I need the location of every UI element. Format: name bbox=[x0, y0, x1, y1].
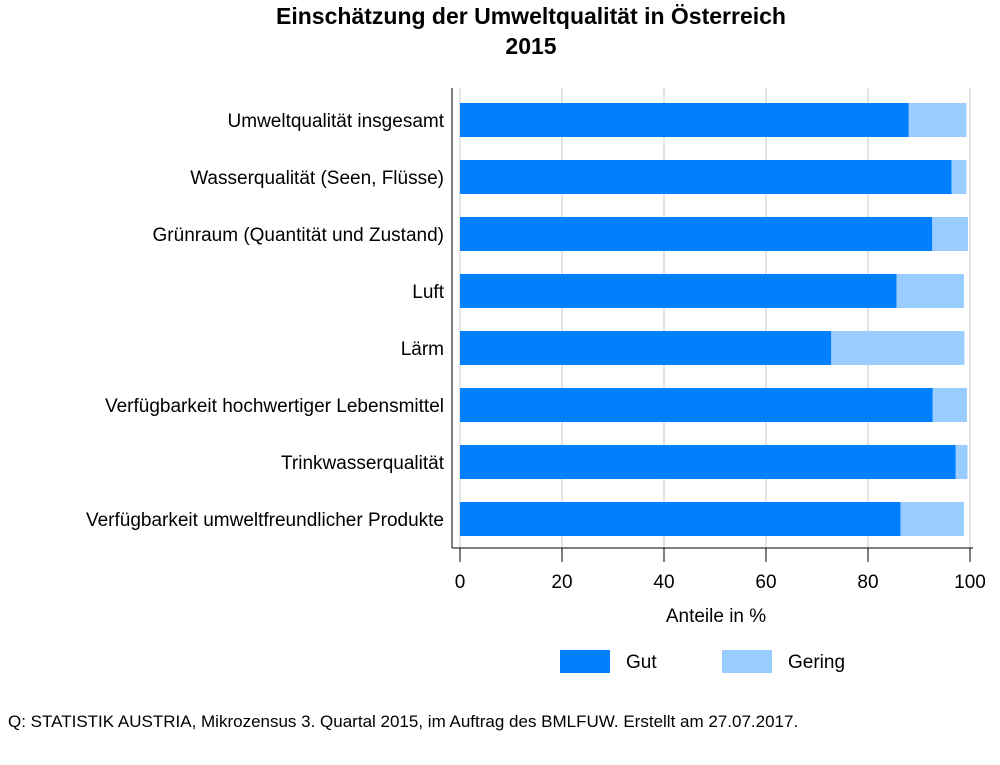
bar-gut bbox=[460, 502, 901, 536]
legend: Gut Gering bbox=[560, 650, 845, 673]
legend-label-gering: Gering bbox=[788, 652, 845, 673]
category-label: Trinkwasserqualität bbox=[281, 453, 445, 474]
bar-gut bbox=[460, 331, 832, 365]
category-label: Wasserqualität (Seen, Flüsse) bbox=[190, 168, 444, 189]
category-label: Lärm bbox=[401, 339, 444, 360]
category-label: Grünraum (Quantität und Zustand) bbox=[153, 225, 444, 246]
bar-gering bbox=[932, 217, 968, 251]
bar-gering bbox=[908, 103, 967, 137]
bar-gering bbox=[900, 502, 964, 536]
chart-title: Einschätzung der Umweltqualität in Öster… bbox=[276, 3, 786, 29]
x-tick-label: 60 bbox=[755, 572, 776, 593]
bar-gering bbox=[955, 445, 968, 479]
x-tick-label: 0 bbox=[455, 572, 466, 593]
bar-gut bbox=[460, 217, 933, 251]
x-tick-label: 40 bbox=[653, 572, 674, 593]
bar-gering bbox=[951, 160, 967, 194]
category-label: Luft bbox=[412, 282, 444, 303]
legend-swatch-gering bbox=[722, 650, 772, 673]
bar-gut bbox=[460, 103, 909, 137]
bar-gering bbox=[932, 388, 967, 422]
chart-subtitle: 2015 bbox=[505, 33, 556, 59]
x-tick-label: 80 bbox=[857, 572, 878, 593]
x-axis-title: Anteile in % bbox=[666, 606, 766, 627]
bar-gut bbox=[460, 388, 933, 422]
category-label: Umweltqualität insgesamt bbox=[228, 111, 445, 132]
bar-gut bbox=[460, 445, 956, 479]
x-axis-ticks: 0 20 40 60 80 100 bbox=[455, 548, 986, 593]
source-note: Q: STATISTIK AUSTRIA, Mikrozensus 3. Qua… bbox=[8, 712, 798, 731]
x-tick-label: 100 bbox=[954, 572, 986, 593]
bars bbox=[460, 103, 968, 536]
bar-gut bbox=[460, 274, 897, 308]
bar-gering bbox=[831, 331, 965, 365]
category-labels: Umweltqualität insgesamt Wasserqualität (… bbox=[86, 111, 445, 531]
category-label: Verfügbarkeit umweltfreundlicher Produkt… bbox=[86, 510, 444, 531]
bar-gering bbox=[896, 274, 964, 308]
bar-gut bbox=[460, 160, 952, 194]
x-tick-label: 20 bbox=[551, 572, 572, 593]
legend-swatch-gut bbox=[560, 650, 610, 673]
category-label: Verfügbarkeit hochwertiger Lebensmittel bbox=[105, 396, 444, 417]
legend-label-gut: Gut bbox=[626, 652, 657, 673]
